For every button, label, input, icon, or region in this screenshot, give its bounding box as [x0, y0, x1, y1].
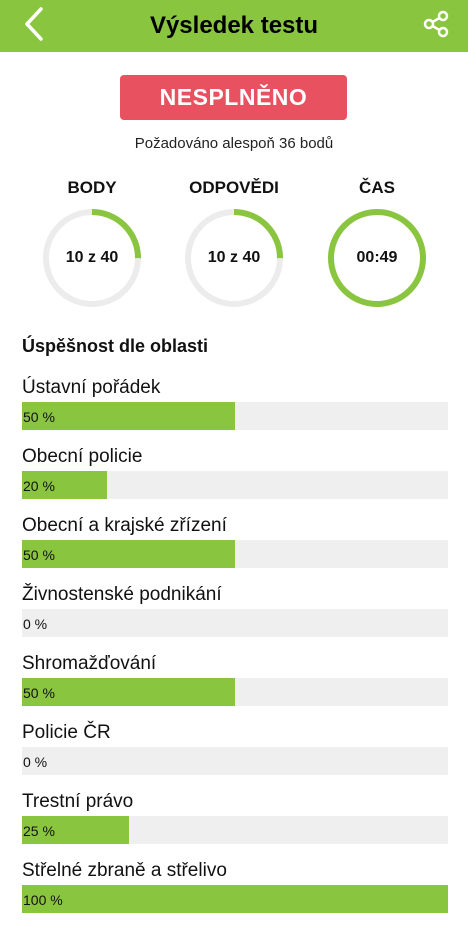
stat-label: ČAS [359, 178, 395, 197]
progress-label: 50 % [23, 685, 55, 701]
progress-ring: 10 z 40 [182, 206, 286, 310]
progress-bar: 50 % [22, 540, 448, 568]
list-item: Obecní policie 20 % [22, 443, 448, 512]
progress-bar: 100 % [22, 885, 448, 913]
area-name: Ústavní pořádek [22, 377, 161, 398]
progress-fill [22, 540, 235, 568]
progress-ring: 00:49 [325, 206, 429, 310]
progress-fill [22, 678, 235, 706]
stat-label: BODY [67, 178, 117, 197]
status-badge: NESPLNĚNO [120, 75, 347, 120]
list-item: Shromažďování 50 % [22, 650, 448, 719]
area-name: Obecní a krajské zřízení [22, 515, 227, 536]
progress-fill [22, 885, 448, 913]
list-item: Obecní a krajské zřízení 50 % [22, 512, 448, 581]
area-name: Policie ČR [22, 722, 111, 743]
page-title: Výsledek testu [149, 12, 319, 39]
area-name: Obecní policie [22, 446, 143, 467]
list-item: Trestní právo 25 % [22, 788, 448, 857]
progress-label: 100 % [23, 892, 63, 908]
progress-fill [22, 816, 129, 844]
area-name: Střelné zbraně a střelivo [22, 860, 227, 881]
progress-label: 50 % [23, 547, 55, 563]
share-icon [421, 9, 451, 44]
stat-answers: ODPOVĚDI 10 z 40 [179, 176, 289, 310]
progress-bar: 25 % [22, 816, 448, 844]
stat-points: BODY 10 z 40 [37, 176, 147, 310]
list-item: Živnostenské podnikání 0 % [22, 581, 448, 650]
list-item: Střelné zbraně a střelivo 100 % [22, 857, 448, 926]
progress-label: 0 % [23, 616, 48, 632]
list-item: Ústavní pořádek 50 % [22, 374, 448, 443]
progress-label: 50 % [23, 409, 55, 425]
progress-bar: 0 % [22, 609, 448, 637]
progress-label: 25 % [23, 823, 55, 839]
progress-fill [22, 402, 235, 430]
progress-label: 0 % [23, 754, 48, 770]
section-title: Úspěšnost dle oblasti [22, 336, 209, 356]
share-button[interactable] [418, 8, 454, 44]
progress-bar: 50 % [22, 402, 448, 430]
area-name: Shromažďování [22, 653, 157, 674]
list-item: Policie ČR 0 % [22, 719, 448, 788]
progress-bar: 20 % [22, 471, 448, 499]
progress-fill [22, 471, 108, 499]
stat-value: 00:49 [356, 249, 398, 266]
stat-value: 10 z 40 [207, 249, 261, 266]
stat-value: 10 z 40 [65, 249, 119, 266]
progress-ring: 10 z 40 [40, 206, 144, 310]
back-button[interactable] [14, 6, 54, 46]
area-list: Ústavní pořádek 50 % Obecní policie 20 %… [22, 374, 448, 926]
requirement-text: Požadováno alespoň 36 bodů [134, 135, 334, 152]
app-bar: Výsledek testu [0, 0, 468, 52]
progress-bar: 50 % [22, 678, 448, 706]
progress-label: 20 % [23, 478, 55, 494]
area-name: Trestní právo [22, 791, 134, 812]
stat-time: ČAS 00:49 [322, 176, 432, 310]
progress-bar: 0 % [22, 747, 448, 775]
chevron-left-icon [23, 6, 45, 47]
stat-label: ODPOVĚDI [189, 178, 279, 197]
area-name: Živnostenské podnikání [22, 584, 222, 605]
